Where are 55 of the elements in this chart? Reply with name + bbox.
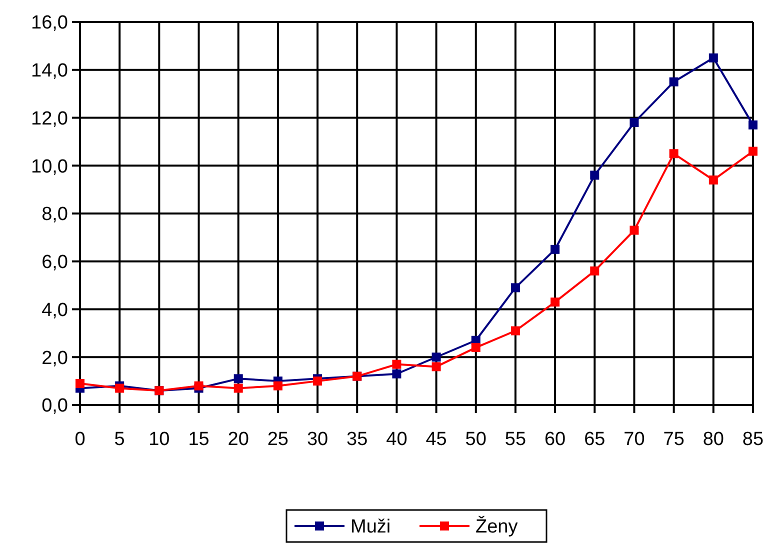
point	[630, 118, 639, 128]
point	[76, 378, 84, 388]
x-tick-label: 45	[426, 429, 447, 450]
x-tick-label: 20	[228, 429, 249, 450]
point	[708, 175, 718, 184]
point	[669, 77, 678, 86]
point	[273, 381, 282, 390]
point	[234, 384, 243, 393]
x-tick-label: 30	[306, 429, 328, 450]
point	[510, 326, 520, 336]
legend-label: Ženy	[476, 516, 518, 538]
point	[510, 283, 520, 292]
point	[432, 352, 441, 362]
x-tick-label: 65	[584, 429, 606, 450]
y-tick-label: 4,0	[42, 300, 68, 321]
point	[748, 146, 758, 156]
x-tick-label: 5	[114, 429, 125, 450]
point	[630, 226, 639, 235]
x-tick-label: 80	[702, 429, 724, 450]
point	[234, 374, 243, 384]
x-tick-label: 40	[386, 429, 408, 450]
point	[748, 120, 758, 130]
x-tick-label: 15	[188, 429, 210, 450]
y-tick-label: 0,0	[42, 396, 68, 417]
x-tick-label: 60	[544, 429, 566, 450]
x-tick-label: 55	[504, 429, 526, 450]
x-tick-label: 25	[267, 429, 289, 450]
x-tick-label: 85	[742, 429, 764, 450]
y-tick-label: 2,0	[42, 348, 68, 369]
point	[471, 343, 480, 352]
point	[708, 53, 718, 62]
y-tick-label: 6,0	[42, 252, 68, 274]
point	[194, 381, 204, 390]
y-tick-label: 12,0	[31, 108, 68, 130]
point	[590, 266, 600, 276]
point	[392, 360, 402, 369]
x-tick-label: 75	[663, 429, 684, 450]
x-tick-label: 10	[148, 429, 170, 450]
point	[669, 149, 678, 158]
point	[432, 362, 441, 372]
point	[313, 376, 322, 386]
legend-label: Muži	[350, 516, 391, 538]
y-tick-label: 14,0	[31, 60, 68, 82]
y-tick-label: 8,0	[42, 204, 68, 226]
point	[550, 298, 560, 307]
x-tick-label: 0	[74, 429, 86, 450]
x-tick-label: 50	[465, 429, 486, 450]
point	[115, 384, 124, 393]
point	[550, 244, 560, 254]
y-tick-label: 10,0	[31, 156, 68, 178]
x-tick-label: 35	[346, 429, 368, 450]
y-tick-label: 16,0	[31, 12, 68, 34]
point	[590, 170, 600, 180]
point	[392, 369, 402, 378]
x-tick-label: 70	[624, 429, 645, 450]
